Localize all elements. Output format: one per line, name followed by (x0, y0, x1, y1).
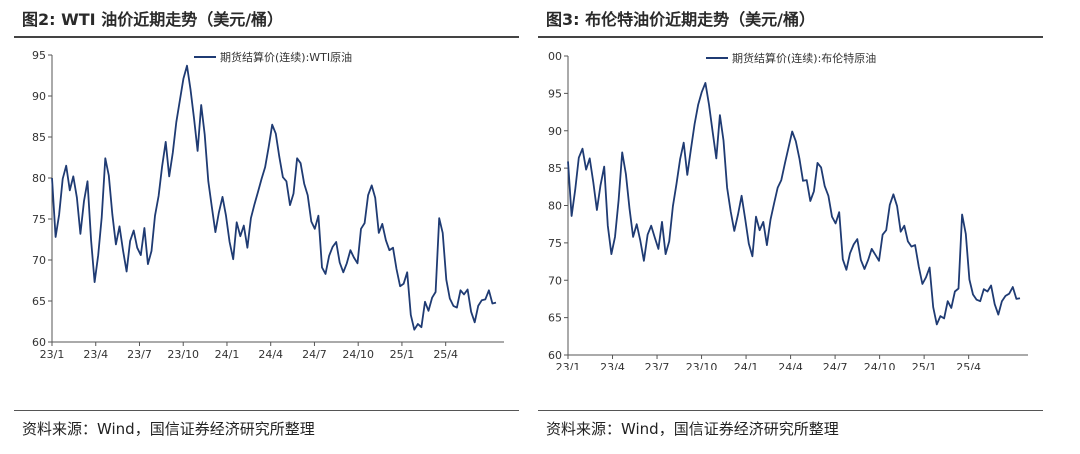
y-tick-label: 70 (32, 254, 46, 267)
brent-chart: 60 65 70 75 80 85 90 95 00 23/1 23/4 23/7 23/10 24/1 2… (548, 50, 1028, 370)
wti-chart: 60 65 70 75 80 85 90 95 23/1 23/4 23/7 23/10 24/1 24/… (32, 49, 504, 361)
x-tick-label: 23/7 (645, 361, 670, 370)
x-tick-label: 24/7 (823, 361, 848, 370)
x-tick-label: 25/1 (912, 361, 937, 370)
y-tick-label: 80 (32, 172, 46, 185)
x-tick-label: 23/7 (127, 348, 152, 361)
y-tick-label: 60 (32, 336, 46, 349)
x-tick-label: 23/10 (167, 348, 199, 361)
x-tick-label: 23/1 (40, 348, 65, 361)
x-tick-label: 24/4 (778, 361, 803, 370)
page-title: 图2: WTI 油价近期走势（美元/桶） (22, 10, 284, 29)
page-title: 图3: 布伦特油价近期走势（美元/桶） (546, 10, 815, 29)
x-tick-label: 24/10 (864, 361, 896, 370)
y-tick-label: 75 (548, 237, 562, 250)
y-tick-label: 90 (548, 125, 562, 138)
y-tick-label: 60 (548, 349, 562, 362)
y-tick-label: 00 (548, 50, 562, 63)
y-tick-label: 85 (548, 162, 562, 175)
wti-panel: 图2: WTI 油价近期走势（美元/桶） 60 65 70 75 80 85 90 95 23/… (14, 0, 519, 454)
x-tick-label: 23/4 (83, 348, 108, 361)
x-tick-label: 25/1 (390, 348, 415, 361)
divider (14, 36, 519, 38)
x-tick-label: 24/7 (302, 348, 327, 361)
x-tick-label: 24/1 (734, 361, 759, 370)
legend-label: 期货结算价(连续):WTI原油 (220, 50, 352, 64)
divider (14, 410, 519, 411)
divider (538, 36, 1043, 38)
y-tick-label: 65 (32, 295, 46, 308)
x-tick-label: 23/1 (556, 361, 581, 370)
x-tick-label: 24/10 (342, 348, 374, 361)
x-tick-label: 24/4 (258, 348, 283, 361)
y-tick-label: 90 (32, 90, 46, 103)
brent-panel: 图3: 布伦特油价近期走势（美元/桶） 60 65 70 75 80 85 90 95 00 23… (538, 0, 1043, 454)
x-tick-label: 24/1 (215, 348, 240, 361)
x-tick-label: 25/4 (433, 348, 458, 361)
y-tick-label: 65 (548, 312, 562, 325)
y-tick-label: 75 (32, 213, 46, 226)
y-tick-label: 95 (548, 87, 562, 100)
x-tick-label: 25/4 (956, 361, 981, 370)
series-line (567, 82, 1021, 326)
y-tick-label: 70 (548, 274, 562, 287)
series-line (51, 64, 497, 331)
y-tick-label: 80 (548, 200, 562, 213)
divider (538, 410, 1043, 411)
source-note: 资料来源：Wind，国信证券经济研究所整理 (22, 420, 315, 438)
x-tick-label: 23/4 (600, 361, 625, 370)
x-tick-label: 23/10 (686, 361, 718, 370)
legend-label: 期货结算价(连续):布伦特原油 (732, 51, 876, 65)
y-tick-label: 95 (32, 49, 46, 62)
y-tick-label: 85 (32, 131, 46, 144)
source-note: 资料来源：Wind，国信证券经济研究所整理 (546, 420, 839, 438)
